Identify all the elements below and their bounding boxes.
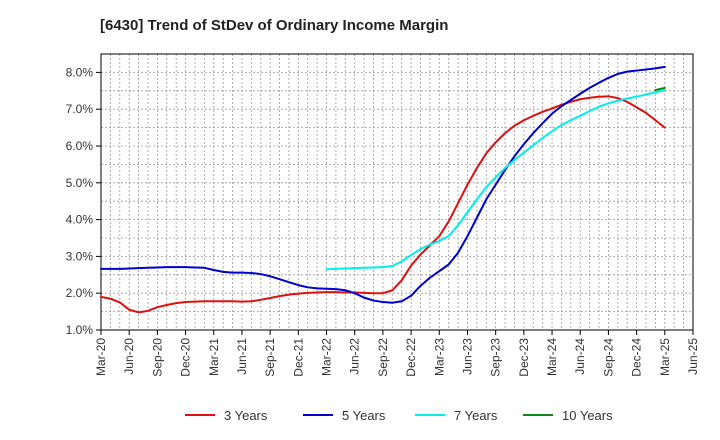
x-tick-label: Dec-21 <box>291 338 305 377</box>
x-tick-label: Mar-20 <box>94 338 108 376</box>
x-tick-label: Jun-24 <box>573 338 587 375</box>
y-tick-label: 1.0% <box>66 323 94 337</box>
chart-title: [6430] Trend of StDev of Ordinary Income… <box>100 17 448 34</box>
x-tick-label: Dec-20 <box>179 338 193 377</box>
x-tick-label: Sep-21 <box>263 338 277 377</box>
series-line-3-years <box>100 95 666 314</box>
x-tick-label: Mar-23 <box>432 338 446 376</box>
x-tick-label: Jun-20 <box>122 338 136 375</box>
y-tick-label: 7.0% <box>66 102 94 116</box>
x-tick-label: Sep-24 <box>601 338 615 377</box>
y-axis: 1.0% 2.0% 3.0% 4.0% 5.0% 6.0% 7.0% 8.0% <box>66 65 101 337</box>
legend-label-3-years: 3 Years <box>224 408 268 423</box>
y-tick-label: 5.0% <box>66 176 94 190</box>
y-tick-label: 6.0% <box>66 139 94 153</box>
legend: 3 Years 5 Years 7 Years 10 Years <box>185 408 613 423</box>
x-tick-label: Dec-23 <box>517 338 531 377</box>
gridlines <box>101 53 693 330</box>
x-tick-label: Sep-23 <box>489 338 503 377</box>
x-tick-label: Jun-25 <box>686 338 700 375</box>
y-tick-label: 3.0% <box>66 249 94 263</box>
series-lines <box>100 65 666 314</box>
series-line-5-years <box>100 65 666 304</box>
legend-label-7-years: 7 Years <box>454 408 498 423</box>
x-tick-label: Sep-22 <box>376 338 390 377</box>
x-tick-label: Mar-21 <box>207 338 221 376</box>
y-tick-label: 4.0% <box>66 213 94 227</box>
y-tick-label: 2.0% <box>66 286 94 300</box>
x-tick-label: Dec-24 <box>630 338 644 377</box>
x-tick-label: Sep-20 <box>150 338 164 377</box>
legend-label-10-years: 10 Years <box>562 408 613 423</box>
x-tick-label: Jun-22 <box>348 338 362 375</box>
legend-label-5-years: 5 Years <box>342 408 386 423</box>
x-tick-label: Mar-24 <box>545 338 559 376</box>
y-tick-label: 8.0% <box>66 65 94 79</box>
series-line-10-years <box>654 86 666 92</box>
plot-area <box>100 53 694 331</box>
series-line-7-years <box>325 89 666 271</box>
x-tick-label: Mar-25 <box>658 338 672 376</box>
x-tick-label: Dec-22 <box>404 338 418 377</box>
x-tick-label: Jun-21 <box>235 338 249 375</box>
x-tick-label: Mar-22 <box>320 338 334 376</box>
x-axis: Mar-20 Jun-20 Sep-20 Dec-20 Mar-21 Jun-21 Sep-… <box>94 330 700 377</box>
x-tick-label: Jun-23 <box>460 338 474 375</box>
